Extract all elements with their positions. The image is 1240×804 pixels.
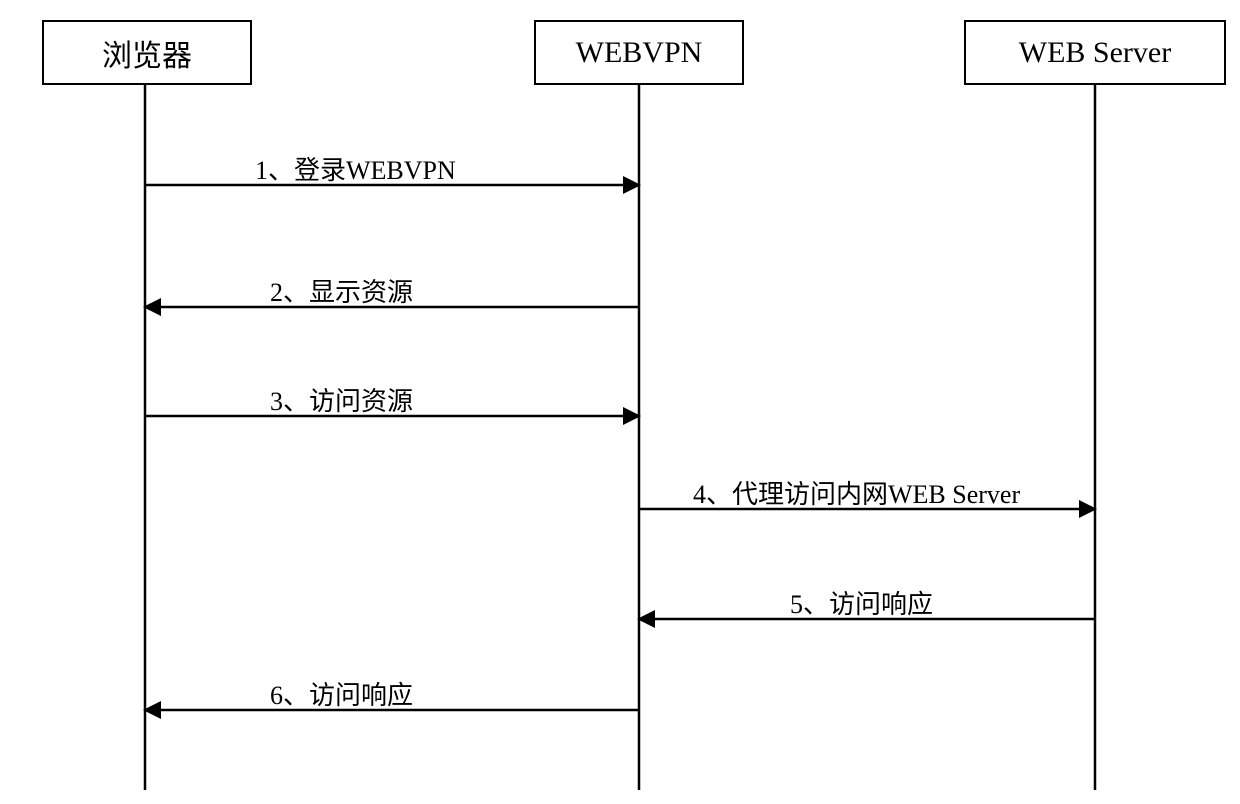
participant-label-webvpn: WEBVPN: [576, 36, 703, 70]
participant-label-browser: 浏览器: [102, 31, 192, 75]
message-label-5: 5、访问响应: [790, 584, 933, 621]
participant-browser: 浏览器: [42, 20, 252, 85]
diagram-canvas: [0, 0, 1240, 804]
message-label-2: 2、显示资源: [270, 272, 413, 309]
participant-webvpn: WEBVPN: [534, 20, 744, 85]
message-label-6: 6、访问响应: [270, 675, 413, 712]
sequence-diagram: 浏览器 WEBVPN WEB Server 1、登录WEBVPN 2、显示资源 3、访问资…: [0, 0, 1240, 804]
message-label-3: 3、访问资源: [270, 381, 413, 418]
message-label-1: 1、登录WEBVPN: [255, 150, 456, 187]
message-label-4: 4、代理访问内网WEB Server: [693, 474, 1020, 511]
participant-webserver: WEB Server: [964, 20, 1226, 85]
participant-label-webserver: WEB Server: [1019, 36, 1171, 70]
